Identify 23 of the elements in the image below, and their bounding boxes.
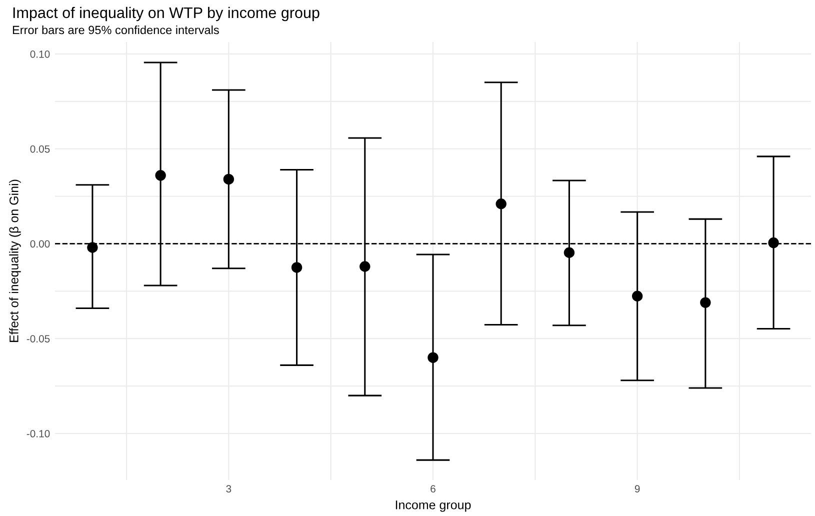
- x-tick-label: 6: [430, 485, 436, 493]
- point: [564, 247, 575, 258]
- point: [360, 261, 370, 272]
- y-tick-label: -0.05: [26, 335, 50, 342]
- y-axis-title: Effect of inequality (β on Gini): [9, 180, 21, 342]
- x-axis-title: Income group: [396, 500, 471, 512]
- chart-title: Impact of inequality on WTP by income group: [13, 6, 320, 22]
- y-tick-label: 0.00: [30, 240, 50, 248]
- point: [496, 198, 506, 210]
- chart-subtitle: Error bars are 95% confidence intervals: [12, 26, 219, 34]
- point: [87, 242, 98, 253]
- point: [291, 262, 302, 273]
- y-tick-label: 0.10: [30, 50, 50, 58]
- point: [223, 174, 234, 185]
- point: [428, 352, 438, 363]
- y-tick-label: 0.05: [30, 145, 50, 153]
- point: [700, 297, 711, 308]
- point: [768, 237, 779, 248]
- y-tick-label: -0.10: [26, 430, 50, 438]
- point: [155, 170, 166, 181]
- x-tick-label: 9: [634, 485, 640, 493]
- point: [632, 290, 643, 302]
- x-tick-label: 3: [226, 485, 232, 493]
